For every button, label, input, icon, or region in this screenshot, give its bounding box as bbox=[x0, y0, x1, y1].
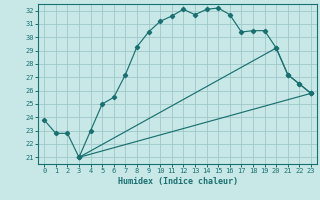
X-axis label: Humidex (Indice chaleur): Humidex (Indice chaleur) bbox=[118, 177, 238, 186]
